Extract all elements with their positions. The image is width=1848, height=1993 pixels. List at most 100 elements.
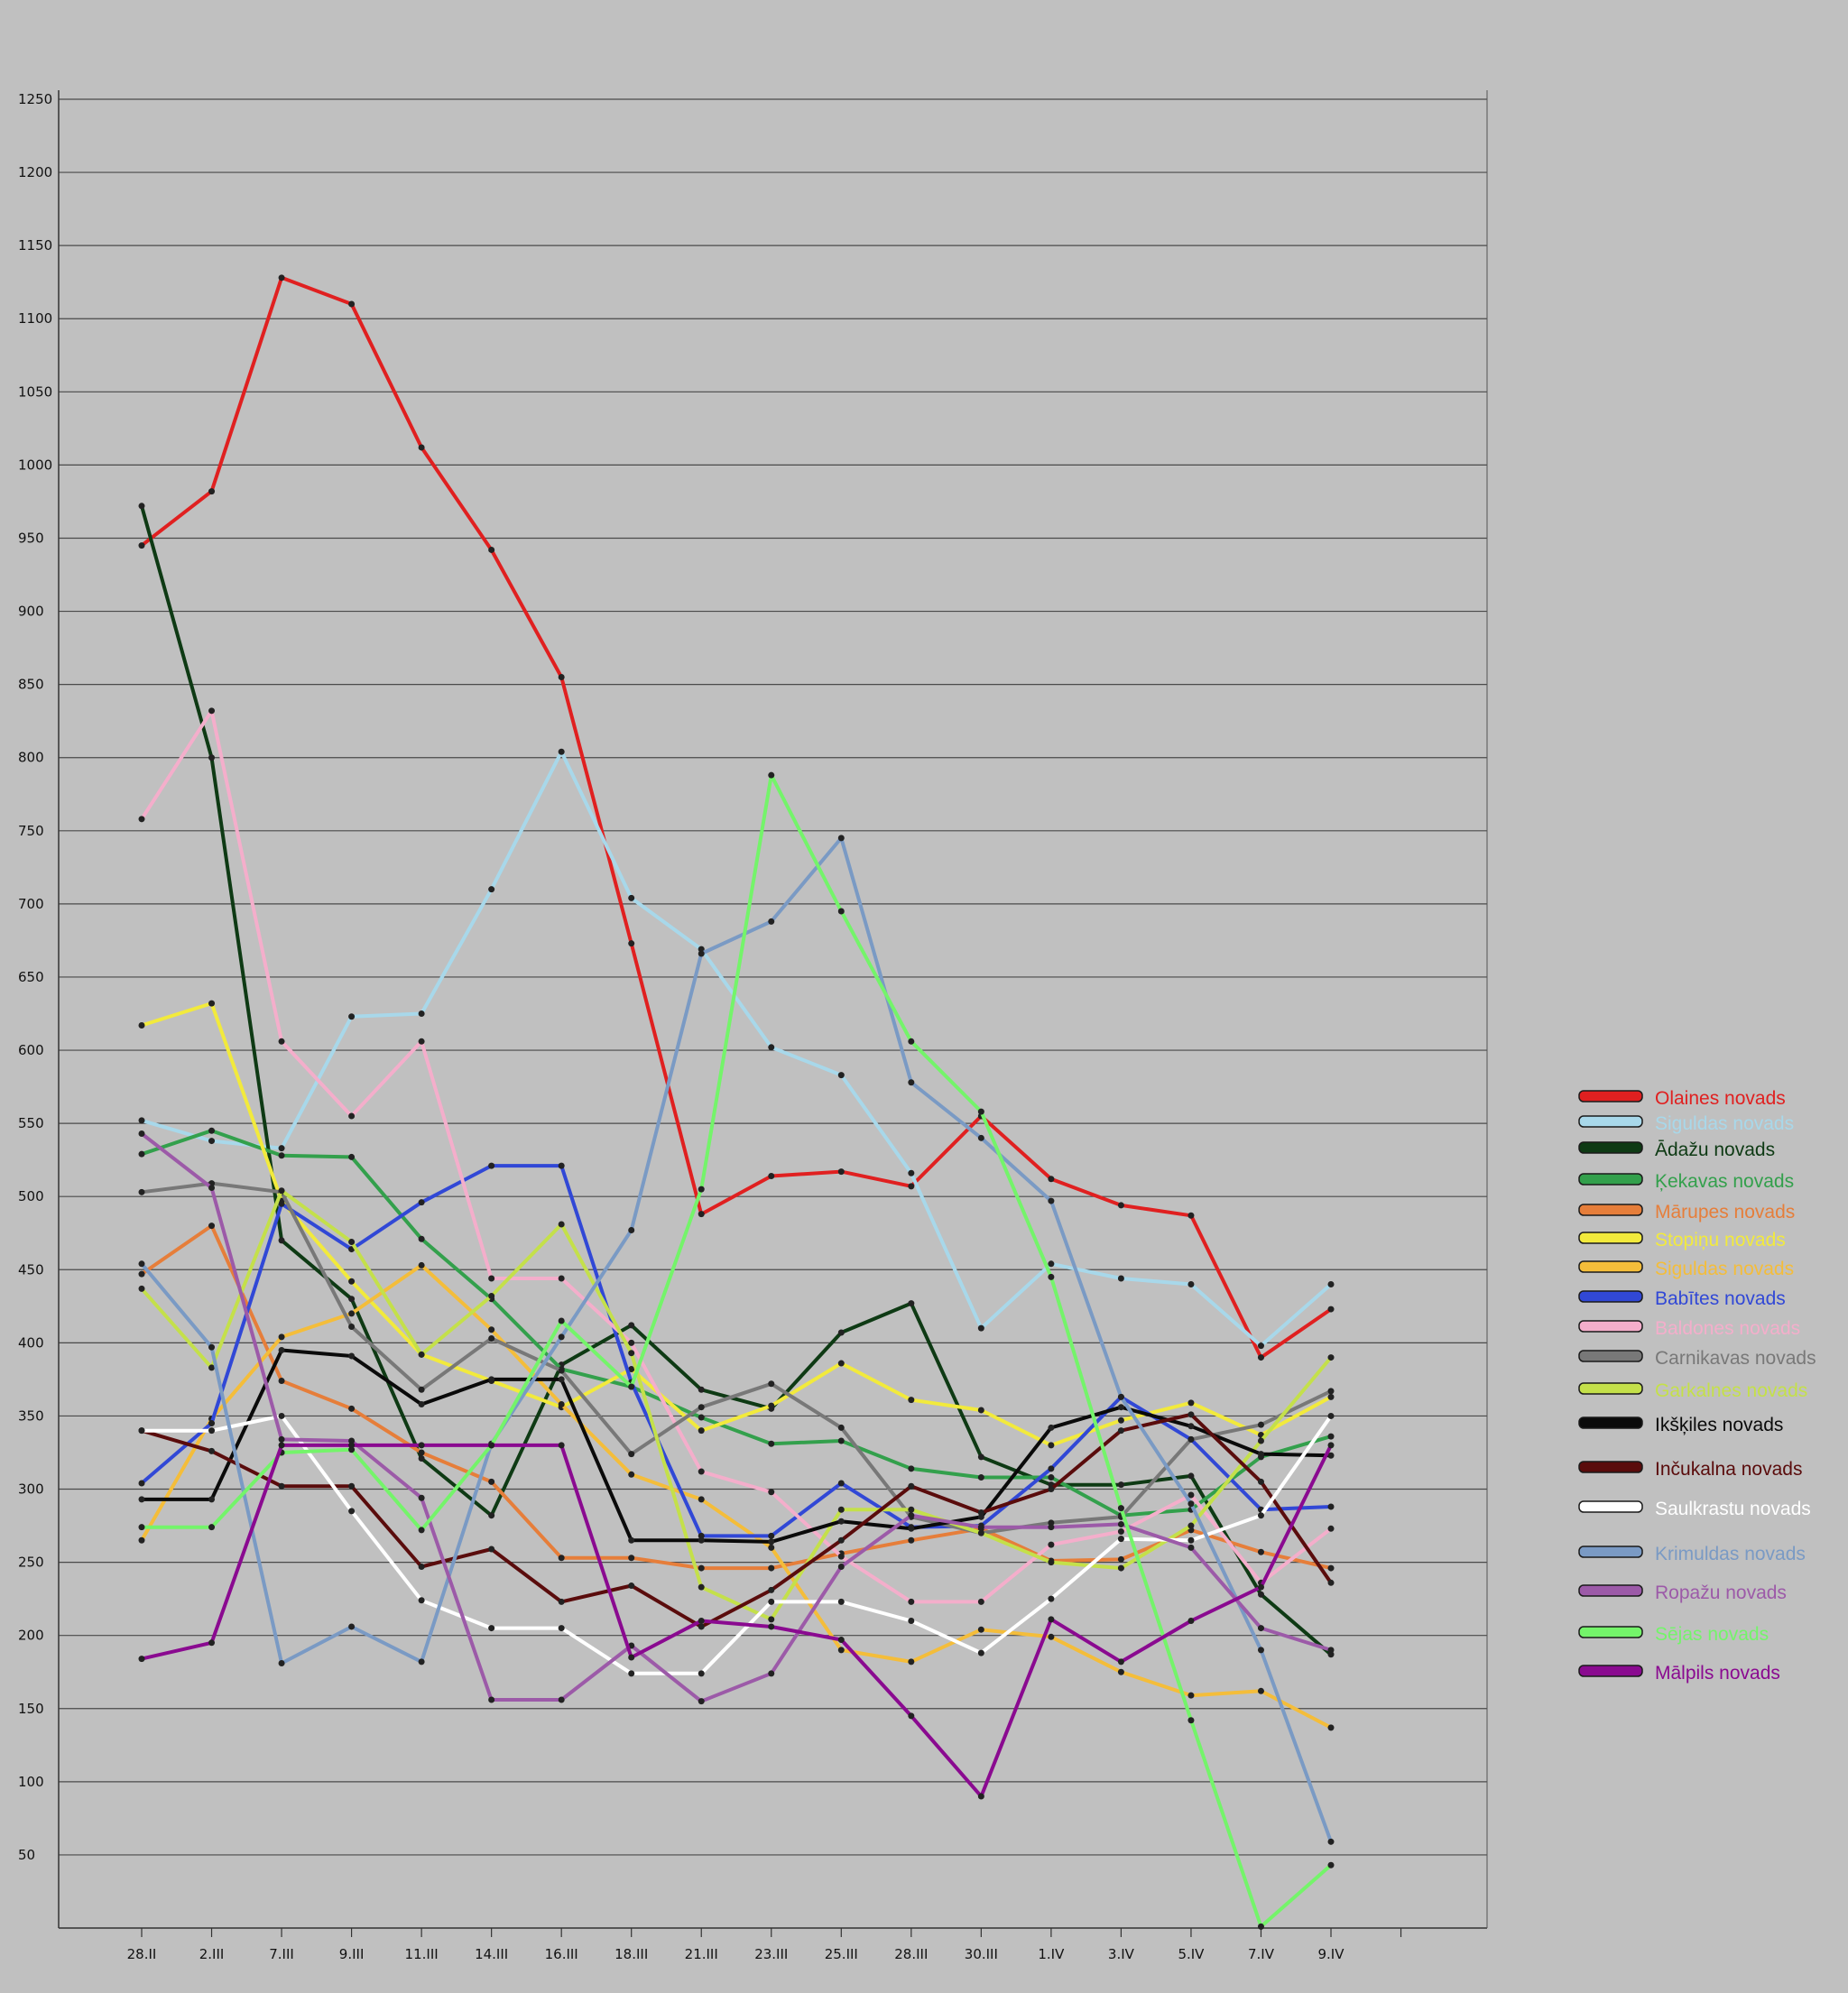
- data-point: [977, 1529, 984, 1536]
- series-line: [140, 708, 1333, 1604]
- data-point: [698, 946, 705, 953]
- data-point: [977, 1474, 984, 1481]
- series-line: [140, 1263, 1333, 1730]
- series-line: [140, 275, 1333, 1360]
- legend-label: Baldones novads: [1655, 1318, 1800, 1339]
- data-point: [418, 1010, 425, 1017]
- data-point: [698, 1564, 705, 1572]
- legend-swatch: [1578, 1141, 1643, 1154]
- data-point: [418, 1199, 425, 1206]
- data-point: [558, 1317, 565, 1324]
- data-point: [138, 1480, 145, 1487]
- data-point: [1187, 1522, 1195, 1529]
- data-point: [1257, 1583, 1264, 1591]
- data-point: [1048, 1442, 1055, 1449]
- y-tick-label: 750: [18, 823, 44, 839]
- data-point: [837, 1637, 845, 1644]
- data-point: [488, 1442, 495, 1449]
- data-point: [348, 1013, 356, 1020]
- y-tick-label: 1150: [18, 237, 52, 254]
- legend-label: Saulkrastu novads: [1655, 1499, 1811, 1519]
- data-point: [1117, 1668, 1124, 1675]
- data-point: [1048, 1633, 1055, 1640]
- data-point: [278, 1412, 285, 1419]
- data-point: [1048, 1541, 1055, 1548]
- data-point: [208, 707, 216, 715]
- data-point: [1117, 1658, 1124, 1665]
- data-point: [558, 1162, 565, 1169]
- data-point: [1048, 1197, 1055, 1204]
- data-point: [977, 1793, 984, 1800]
- legend-label: Krimuldas novads: [1655, 1544, 1806, 1564]
- x-tick-label: 3.IV: [1108, 1946, 1135, 1962]
- data-point: [348, 1310, 356, 1317]
- data-point: [768, 1532, 775, 1539]
- data-point: [278, 1200, 285, 1207]
- data-point: [418, 1038, 425, 1045]
- legend-label: Olaines novads: [1655, 1088, 1786, 1109]
- data-point: [977, 1524, 984, 1531]
- legend-item: Sējas novads: [1578, 1624, 1769, 1645]
- legend-item: Inčukalna novads: [1578, 1459, 1802, 1480]
- data-point: [1327, 1838, 1335, 1845]
- data-point: [488, 1696, 495, 1703]
- legend-item: Krimuldas novads: [1578, 1544, 1806, 1564]
- y-tick-label: 1000: [18, 457, 52, 473]
- data-point: [1327, 1354, 1335, 1361]
- data-point: [977, 1626, 984, 1633]
- data-point: [1257, 1343, 1264, 1350]
- data-point: [1257, 1647, 1264, 1654]
- legend-swatch: [1578, 1115, 1643, 1128]
- data-point: [488, 1326, 495, 1333]
- data-point: [1117, 1555, 1124, 1563]
- data-point: [977, 1509, 984, 1516]
- data-point: [488, 546, 495, 553]
- data-point: [348, 1437, 356, 1444]
- data-point: [1327, 1579, 1335, 1586]
- data-point: [908, 1482, 915, 1490]
- data-point: [418, 1658, 425, 1665]
- data-point: [138, 1150, 145, 1158]
- legend-label: Babītes novads: [1655, 1288, 1786, 1309]
- data-point: [418, 1449, 425, 1456]
- y-tick-label: 1250: [18, 91, 52, 107]
- data-point: [348, 1482, 356, 1490]
- y-tick-label: 400: [18, 1334, 44, 1351]
- data-point: [418, 1454, 425, 1462]
- data-point: [208, 1420, 216, 1427]
- data-point: [698, 1496, 705, 1503]
- data-point: [628, 1350, 635, 1357]
- y-tick-label: 1050: [18, 383, 52, 400]
- data-point: [698, 1386, 705, 1393]
- data-point: [558, 748, 565, 755]
- data-point: [138, 1285, 145, 1292]
- legend-swatch: [1578, 1545, 1643, 1558]
- data-point: [1257, 1451, 1264, 1458]
- data-point: [698, 1536, 705, 1544]
- series-line: [140, 1223, 1333, 1571]
- data-point: [488, 1625, 495, 1632]
- legend-swatch: [1578, 1416, 1643, 1429]
- data-point: [1257, 1591, 1264, 1598]
- series-line: [140, 503, 1333, 1656]
- data-point: [837, 908, 845, 915]
- data-point: [278, 1145, 285, 1152]
- gridlines: [59, 98, 1487, 1856]
- data-point: [208, 1184, 216, 1191]
- data-point: [1048, 1176, 1055, 1183]
- data-point: [628, 1670, 635, 1677]
- data-point: [208, 1138, 216, 1145]
- x-tick-label: 9.III: [339, 1946, 365, 1962]
- data-point: [348, 1278, 356, 1285]
- data-point: [138, 1524, 145, 1531]
- data-point: [418, 1351, 425, 1358]
- series-1: [138, 748, 1335, 1350]
- data-point: [698, 1623, 705, 1630]
- data-point: [348, 1296, 356, 1303]
- data-point: [1327, 1861, 1335, 1868]
- data-point: [1187, 1411, 1195, 1418]
- y-tick-label: 150: [18, 1701, 44, 1717]
- y-tick-label: 250: [18, 1555, 44, 1571]
- data-point: [1048, 1595, 1055, 1602]
- data-point: [1327, 1647, 1335, 1654]
